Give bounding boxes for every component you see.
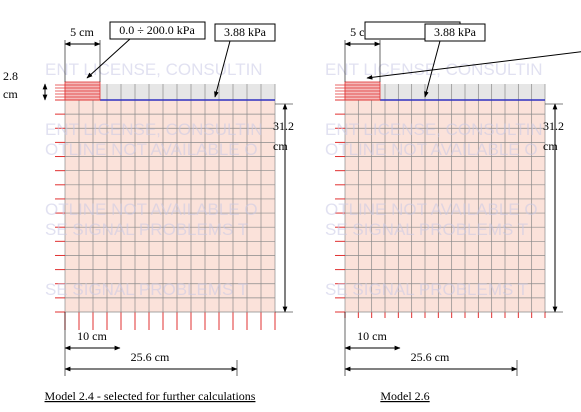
watermark: OTLINE NOT AVAILABLE O <box>45 140 258 159</box>
watermark: ENT LICENSE, CONSULTIN <box>325 120 543 139</box>
watermark: SE SIGNAL PROBLEMS T <box>325 220 528 239</box>
caption: Model 2.6 <box>380 389 429 403</box>
dim-label: 25.6 cm <box>131 350 170 364</box>
dim-label: 5 cm <box>70 25 94 39</box>
watermark: SE SIGNAL PROBLEMS T <box>325 280 528 299</box>
watermark: OTLINE NOT AVAILABLE O <box>45 200 258 219</box>
watermark: SE SIGNAL PROBLEMS T <box>45 220 248 239</box>
dim-label: 31.2 <box>273 119 294 133</box>
callout: 0.0 ÷ 200.0 kPa <box>119 23 195 37</box>
callout: 3.88 kPa <box>224 25 267 39</box>
callout: 3.88 kPa <box>434 25 477 39</box>
watermark: OTLINE NOT AVAILABLE O <box>325 140 538 159</box>
watermark: ENT LICENSE, CONSULTIN <box>45 60 263 79</box>
watermark: OTLINE NOT AVAILABLE O <box>325 200 538 219</box>
watermark: SE SIGNAL PROBLEMS T <box>45 280 248 299</box>
dim-label: cm <box>3 87 18 101</box>
watermark: ENT LICENSE, CONSULTIN <box>45 120 263 139</box>
figure: ENT LICENSE, CONSULTIN ENT LICENSE, CONSU… <box>0 0 581 407</box>
dim-label: 10 cm <box>357 329 387 343</box>
dim-label: 31.2 <box>543 119 564 133</box>
caption: Model 2.4 - selected for further calcula… <box>45 389 256 403</box>
dim-label: 25.6 cm <box>411 350 450 364</box>
dim-label: cm <box>273 139 288 153</box>
dim-label: 10 cm <box>77 329 107 343</box>
dim-label: 2.8 <box>3 69 18 83</box>
dim-label: cm <box>543 139 558 153</box>
